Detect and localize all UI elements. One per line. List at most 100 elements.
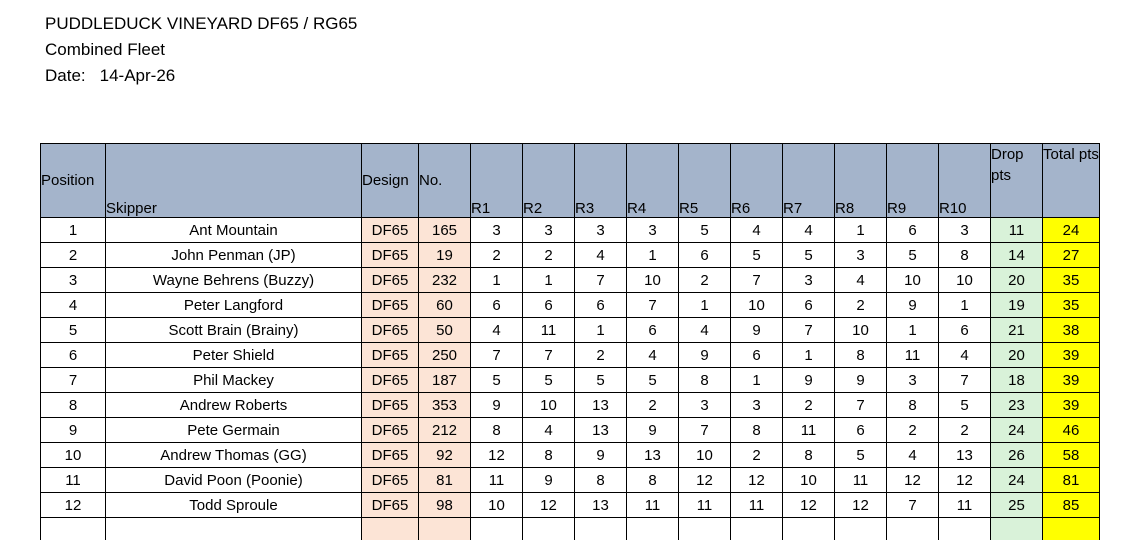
skipper-cell: Phil Mackey bbox=[105, 367, 362, 393]
race-r2-cell: 11 bbox=[522, 317, 575, 343]
race-r6-cell: 2 bbox=[730, 442, 783, 468]
race-r10-cell: 5 bbox=[938, 392, 991, 418]
design-cell: DF65 bbox=[361, 267, 419, 293]
table-row: 9 Pete Germain DF65 212 8 4 13 9 7 8 11 6 2 2 24 46 bbox=[40, 417, 1100, 443]
race-r6-cell: 7 bbox=[730, 267, 783, 293]
sail-number-cell: 353 bbox=[418, 392, 471, 418]
race-r7-cell: 10 bbox=[782, 467, 835, 493]
column-header-r4: R4 bbox=[626, 143, 679, 218]
column-header-skipper: Skipper bbox=[105, 143, 362, 218]
race-r4-cell: 10 bbox=[626, 267, 679, 293]
position-cell: 8 bbox=[40, 392, 106, 418]
drop-pts-cell: 19 bbox=[990, 292, 1043, 318]
column-header-r9: R9 bbox=[886, 143, 939, 218]
design-cell: DF65 bbox=[361, 292, 419, 318]
race-r5-cell bbox=[678, 517, 731, 540]
race-r1-cell: 10 bbox=[470, 492, 523, 518]
sheet-header: PUDDLEDUCK VINEYARD DF65 / RG65 Combined… bbox=[45, 11, 357, 89]
drop-pts-cell: 26 bbox=[990, 442, 1043, 468]
race-r6-cell: 10 bbox=[730, 292, 783, 318]
total-pts-cell: 35 bbox=[1042, 267, 1100, 293]
race-r9-cell: 7 bbox=[886, 492, 939, 518]
column-header-total-pts: Total pts bbox=[1042, 143, 1100, 218]
race-r10-cell: 8 bbox=[938, 242, 991, 268]
results-table-head: Position Skipper Design No. R1 R2 R3 R4 R5 R6 R7 R8… bbox=[40, 143, 1100, 218]
race-r1-cell: 11 bbox=[470, 467, 523, 493]
race-r1-cell: 1 bbox=[470, 267, 523, 293]
race-r6-cell bbox=[730, 517, 783, 540]
table-row: 10 Andrew Thomas (GG) DF65 92 12 8 9 13 10 2 8 5 4 13… bbox=[40, 442, 1100, 468]
race-r5-cell: 1 bbox=[678, 292, 731, 318]
race-r6-cell: 5 bbox=[730, 242, 783, 268]
sail-number-cell: 81 bbox=[418, 467, 471, 493]
race-r3-cell: 13 bbox=[574, 492, 627, 518]
race-r6-cell: 4 bbox=[730, 217, 783, 243]
total-pts-cell: 85 bbox=[1042, 492, 1100, 518]
race-r9-cell: 2 bbox=[886, 417, 939, 443]
race-r8-cell: 12 bbox=[834, 492, 887, 518]
design-cell: DF65 bbox=[361, 342, 419, 368]
skipper-cell bbox=[105, 517, 362, 540]
race-r7-cell: 4 bbox=[782, 217, 835, 243]
race-r9-cell: 10 bbox=[886, 267, 939, 293]
race-r3-cell: 13 bbox=[574, 392, 627, 418]
race-r6-cell: 3 bbox=[730, 392, 783, 418]
table-row: 4 Peter Langford DF65 60 6 6 6 7 1 10 6 2 9 1 19 35 bbox=[40, 292, 1100, 318]
position-cell: 10 bbox=[40, 442, 106, 468]
sail-number-cell: 50 bbox=[418, 317, 471, 343]
race-r5-cell: 10 bbox=[678, 442, 731, 468]
race-r10-cell bbox=[938, 517, 991, 540]
position-cell: 5 bbox=[40, 317, 106, 343]
design-cell: DF65 bbox=[361, 392, 419, 418]
race-r7-cell: 7 bbox=[782, 317, 835, 343]
race-r2-cell: 8 bbox=[522, 442, 575, 468]
race-r6-cell: 12 bbox=[730, 467, 783, 493]
race-r2-cell: 9 bbox=[522, 467, 575, 493]
total-pts-cell: 39 bbox=[1042, 342, 1100, 368]
race-r4-cell: 13 bbox=[626, 442, 679, 468]
race-r7-cell: 11 bbox=[782, 417, 835, 443]
empty-row bbox=[40, 517, 1100, 540]
race-r4-cell bbox=[626, 517, 679, 540]
table-row: 1 Ant Mountain DF65 165 3 3 3 3 5 4 4 1 6 3 11 24 bbox=[40, 217, 1100, 243]
race-r4-cell: 11 bbox=[626, 492, 679, 518]
column-header-design: Design bbox=[361, 143, 419, 218]
race-r2-cell: 3 bbox=[522, 217, 575, 243]
design-cell: DF65 bbox=[361, 492, 419, 518]
race-r8-cell: 2 bbox=[834, 292, 887, 318]
column-header-r5: R5 bbox=[678, 143, 731, 218]
column-header-r8: R8 bbox=[834, 143, 887, 218]
race-r8-cell: 10 bbox=[834, 317, 887, 343]
race-r10-cell: 3 bbox=[938, 217, 991, 243]
race-r8-cell: 5 bbox=[834, 442, 887, 468]
sail-number-cell: 232 bbox=[418, 267, 471, 293]
race-r1-cell: 3 bbox=[470, 217, 523, 243]
race-r9-cell: 8 bbox=[886, 392, 939, 418]
race-r4-cell: 9 bbox=[626, 417, 679, 443]
fleet-subtitle: Combined Fleet bbox=[45, 40, 166, 59]
drop-pts-cell: 11 bbox=[990, 217, 1043, 243]
race-r10-cell: 1 bbox=[938, 292, 991, 318]
table-row: 2 John Penman (JP) DF65 19 2 2 4 1 6 5 5 3 5 8 14 27 bbox=[40, 242, 1100, 268]
column-header-r3: R3 bbox=[574, 143, 627, 218]
skipper-cell: Ant Mountain bbox=[105, 217, 362, 243]
race-r1-cell: 5 bbox=[470, 367, 523, 393]
total-pts-cell: 46 bbox=[1042, 417, 1100, 443]
race-r5-cell: 3 bbox=[678, 392, 731, 418]
race-r4-cell: 2 bbox=[626, 392, 679, 418]
race-r2-cell: 10 bbox=[522, 392, 575, 418]
race-r2-cell: 4 bbox=[522, 417, 575, 443]
race-r9-cell: 4 bbox=[886, 442, 939, 468]
race-r4-cell: 1 bbox=[626, 242, 679, 268]
column-header-drop-pts: Drop pts bbox=[990, 143, 1043, 218]
position-cell: 9 bbox=[40, 417, 106, 443]
design-cell: DF65 bbox=[361, 242, 419, 268]
race-r4-cell: 6 bbox=[626, 317, 679, 343]
race-r3-cell: 9 bbox=[574, 442, 627, 468]
header-row: Position Skipper Design No. R1 R2 R3 R4 R5 R6 R7 R8… bbox=[40, 143, 1100, 218]
race-r1-cell: 8 bbox=[470, 417, 523, 443]
total-pts-cell: 39 bbox=[1042, 392, 1100, 418]
skipper-cell: Andrew Thomas (GG) bbox=[105, 442, 362, 468]
race-r9-cell: 9 bbox=[886, 292, 939, 318]
race-r2-cell: 2 bbox=[522, 242, 575, 268]
